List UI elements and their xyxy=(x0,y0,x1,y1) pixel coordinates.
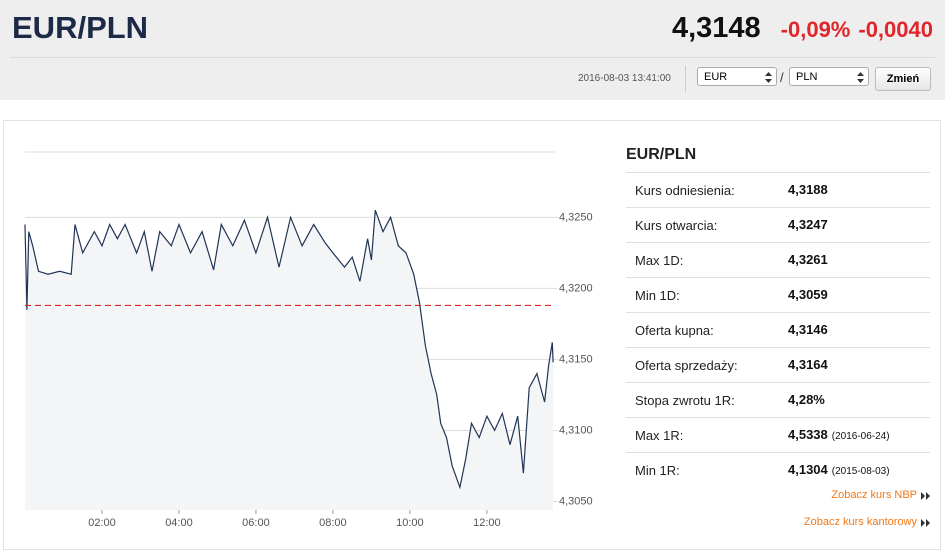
stats-row: Kurs odniesienia: 4,3188 xyxy=(626,172,930,207)
y-tick-label: 4,3250 xyxy=(559,211,593,223)
stat-label: Stopa zwrotu 1R: xyxy=(635,393,735,408)
stat-value: 4,5338 xyxy=(788,427,828,442)
stat-value: 4,3164 xyxy=(788,357,828,372)
stat-value: 4,3188 xyxy=(788,182,828,197)
chart: 4,3050 4,3100 4,3150 4,3200 4,3250 02:00 04:00… xyxy=(24,151,593,529)
stat-value-box: 4,5338 (2016-06-24) xyxy=(788,427,890,442)
select-arrows xyxy=(765,72,772,83)
y-tick-label: 4,3100 xyxy=(559,424,593,436)
exchange-link[interactable]: Zobacz kurs kantorowy xyxy=(803,516,917,528)
stat-label: Min 1R: xyxy=(635,463,680,478)
x-tick-label: 12:00 xyxy=(473,517,501,529)
change-abs: -0,0040 xyxy=(858,17,933,42)
stat-value-box: 4,3188 xyxy=(788,182,828,197)
stat-date: (2015-08-03) xyxy=(831,466,890,477)
x-tick-label: 04:00 xyxy=(165,517,193,529)
x-tick-label: 10:00 xyxy=(396,517,424,529)
stat-value-box: 4,28% xyxy=(788,392,825,407)
select-value: EUR xyxy=(704,71,728,83)
select-value: PLN xyxy=(796,71,818,83)
to-select[interactable]: PLN xyxy=(789,67,869,86)
select-arrows xyxy=(857,72,864,83)
stat-value: 4,3146 xyxy=(788,322,828,337)
stat-value: 4,3247 xyxy=(788,217,828,232)
divider xyxy=(685,66,686,92)
stat-label: Oferta sprzedaży: xyxy=(635,358,738,373)
stat-value: 4,28% xyxy=(788,392,825,407)
header: EUR/PLN 4,3148 -0,09% -0,0040 2016-08-03 1… xyxy=(0,0,945,100)
change-button[interactable]: Zmień xyxy=(875,67,931,91)
stats-row: Kurs otwarcia: 4,3247 xyxy=(626,207,930,242)
stats-row: Oferta sprzedaży: 4,3164 xyxy=(626,347,930,382)
stat-value-box: 4,1304 (2015-08-03) xyxy=(788,462,890,477)
stat-value: 4,1304 xyxy=(788,462,828,477)
stat-label: Kurs otwarcia: xyxy=(635,218,718,233)
stat-label: Max 1R: xyxy=(635,428,684,443)
x-tick-label: 02:00 xyxy=(88,517,116,529)
stat-value-box: 4,3247 xyxy=(788,217,828,232)
y-tick-label: 4,3050 xyxy=(559,495,593,507)
stats-row: Stopa zwrotu 1R: 4,28% xyxy=(626,382,930,417)
stats-row: Min 1R: 4,1304 (2015-08-03) xyxy=(626,452,930,487)
x-tick-label: 08:00 xyxy=(319,517,347,529)
price: 4,3148 xyxy=(671,12,761,44)
stat-value: 4,3059 xyxy=(788,287,828,302)
stat-value-box: 4,3059 xyxy=(788,287,828,302)
pair-title: EUR/PLN xyxy=(12,10,149,45)
stats-table: Kurs odniesienia: 4,3188 Kurs otwarcia: 4,3… xyxy=(626,172,930,487)
from-select[interactable]: EUR xyxy=(697,67,777,86)
stat-label: Kurs odniesienia: xyxy=(635,183,735,198)
x-tick-label: 06:00 xyxy=(242,517,270,529)
separator: / xyxy=(780,70,784,85)
stats-row: Min 1D: 4,3059 xyxy=(626,277,930,312)
stat-value-box: 4,3261 xyxy=(788,252,828,267)
stat-label: Max 1D: xyxy=(635,253,684,268)
stat-value-box: 4,3164 xyxy=(788,357,828,372)
table-title: EUR/PLN xyxy=(626,146,697,163)
stat-value-box: 4,3146 xyxy=(788,322,828,337)
stats-row: Max 1R: 4,5338 (2016-06-24) xyxy=(626,417,930,452)
change-pct: -0,09% xyxy=(780,17,851,42)
stat-value: 4,3261 xyxy=(788,252,828,267)
divider xyxy=(10,57,935,58)
y-tick-label: 4,3200 xyxy=(559,282,593,294)
line xyxy=(24,209,554,490)
area xyxy=(25,210,554,510)
link-arrows xyxy=(921,492,930,500)
stat-date: (2016-06-24) xyxy=(831,431,890,442)
link-arrows xyxy=(921,519,930,527)
timestamp: 2016-08-03 13:41:00 xyxy=(578,73,671,84)
stats-row: Oferta kupna: 4,3146 xyxy=(626,312,930,347)
stats-row: Max 1D: 4,3261 xyxy=(626,242,930,277)
quote: 4,3148 -0,09% -0,0040 xyxy=(672,12,933,45)
stat-label: Oferta kupna: xyxy=(635,323,714,338)
nbp-link[interactable]: Zobacz kurs NBP xyxy=(831,489,917,501)
y-tick-label: 4,3150 xyxy=(559,353,593,365)
stat-label: Min 1D: xyxy=(635,288,680,303)
